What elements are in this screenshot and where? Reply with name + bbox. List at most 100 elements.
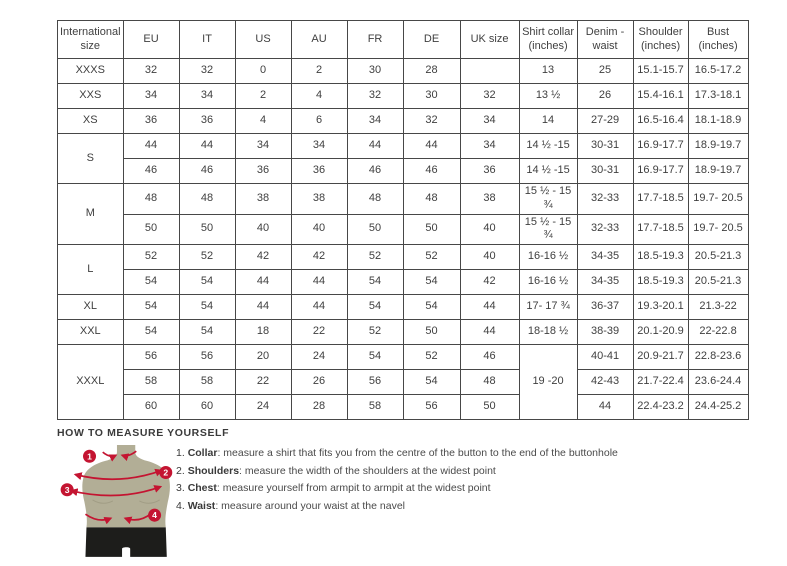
item-label: Collar xyxy=(187,447,218,459)
size-cell: L xyxy=(57,244,124,295)
table-cell: 44 xyxy=(234,294,292,320)
table-cell: 24 xyxy=(234,394,292,420)
column-header: FR xyxy=(346,20,404,59)
table-cell: 28 xyxy=(290,394,348,420)
collar-measure-line xyxy=(102,451,118,462)
table-cell: 13 ½ xyxy=(518,83,578,109)
item-label: Shoulders xyxy=(187,464,240,477)
table-cell: 38 xyxy=(459,183,520,215)
table-cell: 16.9-17.7 xyxy=(632,133,689,159)
table-cell: 44 xyxy=(178,133,236,159)
table-cell: 14 ½ -15 xyxy=(518,133,578,159)
size-cell: S xyxy=(57,133,124,184)
table-cell: 54 xyxy=(178,269,236,295)
table-cell: 30 xyxy=(402,83,461,109)
table-cell: 36 xyxy=(122,108,180,134)
item-label: Chest xyxy=(187,482,217,495)
item-number: 3. xyxy=(176,482,185,495)
table-cell: 42-43 xyxy=(576,369,634,395)
table-cell: 2 xyxy=(234,83,292,109)
table-cell: 44 xyxy=(234,269,292,295)
table-cell: 34 xyxy=(122,83,180,109)
item-number: 4. xyxy=(176,499,185,512)
table-cell: 15.4-16.1 xyxy=(632,83,689,109)
table-cell: 20.9-21.7 xyxy=(632,344,689,370)
table-cell: 22 xyxy=(234,369,292,395)
size-chart-table: International size EU IT US AU FR DE UK size Shi… xyxy=(57,20,749,420)
table-cell: 36 xyxy=(234,158,292,184)
table-cell: 54 xyxy=(122,269,180,295)
table-body: XXXS 32 32 0 2 30 28 13 25 15.1-15.7 16.5-17.2 XXS 3… xyxy=(57,58,749,420)
item-text: : measure a shirt that fits you from the… xyxy=(217,447,618,459)
table-cell: 58 xyxy=(346,394,404,420)
table-cell: 34 xyxy=(178,83,236,109)
table-cell: 54 xyxy=(178,319,236,345)
table-cell: 16.5-17.2 xyxy=(687,58,749,84)
table-cell: 16.9-17.7 xyxy=(632,158,689,184)
table-cell: 48 xyxy=(178,183,236,215)
table-cell xyxy=(459,58,520,84)
table-cell: 50 xyxy=(459,394,520,420)
table-cell: 18.9-19.7 xyxy=(687,158,749,184)
table-row: XXS 34 34 2 4 32 30 32 13 ½ 26 15.4-16.1 17.3-18.1 xyxy=(57,83,749,109)
table-cell: 4 xyxy=(290,83,348,109)
table-cell: 30 xyxy=(346,58,404,84)
table-row: M 48 48 38 38 48 48 38 15 ½ - 15 ¾ 32-33 17.7-18.5… xyxy=(57,183,749,245)
table-row: XXL 54 54 18 22 52 50 44 18-18 ½ 38-39 20.1-20.9 22… xyxy=(57,319,749,345)
table-cell: 34 xyxy=(459,133,520,159)
column-header: US xyxy=(234,20,292,59)
table-cell: 34 xyxy=(234,133,292,159)
table-cell: 15 ½ - 15 ¾ xyxy=(518,213,578,245)
table-cell: 34-35 xyxy=(576,269,634,295)
table-cell: 14 ½ -15 xyxy=(518,158,578,184)
figure-marker-3-circle xyxy=(60,483,74,497)
table-cell: 26 xyxy=(576,83,634,109)
table-row: XXXL 56 56 20 24 54 52 46 19 -20 40-41 20.9-21.7 22… xyxy=(57,344,749,420)
table-cell: 2 xyxy=(290,58,348,84)
table-cell: 54 xyxy=(402,294,461,320)
table-cell: 20 xyxy=(234,344,292,370)
table-cell: 27-29 xyxy=(576,108,634,134)
table-cell: 32 xyxy=(346,83,404,109)
column-header: Shirt collar (inches) xyxy=(518,20,578,59)
column-header: AU xyxy=(290,20,348,59)
column-header: EU xyxy=(122,20,180,59)
table-cell: 56 xyxy=(178,344,236,370)
column-header: IT xyxy=(178,20,236,59)
table-cell: 36 xyxy=(178,108,236,134)
table-header-row: International size EU IT US AU FR DE UK size Shi… xyxy=(57,20,749,59)
table-cell: 32 xyxy=(122,58,180,84)
table-cell: 36 xyxy=(459,158,520,184)
table-cell: 42 xyxy=(290,244,348,270)
mannequin-chest-contour xyxy=(92,499,160,504)
table-cell: 21.3-22 xyxy=(687,294,749,320)
table-row: 58 58 22 26 56 54 48 42-43 21.7-22.4 23.6-24.4 xyxy=(58,369,749,395)
table-cell: 46 xyxy=(122,158,180,184)
table-cell: 6 xyxy=(290,108,348,134)
measure-heading: HOW TO MEASURE YOURSELF xyxy=(57,427,230,439)
table-cell: 54 xyxy=(122,319,180,345)
table-cell: 40 xyxy=(459,244,520,270)
table-cell: 14 xyxy=(518,108,578,134)
table-cell: 17.7-18.5 xyxy=(632,213,689,245)
table-cell: 19.3-20.1 xyxy=(632,294,689,320)
table-row: 50 50 40 40 50 50 40 15 ½ - 15 ¾ 32-33 17.7-18.5 1… xyxy=(58,213,749,245)
table-cell: 44 xyxy=(346,133,404,159)
table-cell: 40 xyxy=(459,213,520,245)
table-cell: 42 xyxy=(234,244,292,270)
measurement-figure: 1 2 3 4 xyxy=(60,445,173,557)
table-cell: 56 xyxy=(346,369,404,395)
table-cell: 54 xyxy=(402,369,461,395)
table-cell: 20.1-20.9 xyxy=(632,319,689,345)
item-number: 2. xyxy=(176,464,185,477)
table-row: 54 54 44 44 54 54 42 16-16 ½ 34-35 18.5-19.3 20.5-… xyxy=(58,269,749,295)
table-cell: 32 xyxy=(459,83,520,109)
table-cell: 48 xyxy=(402,183,461,215)
table-cell: 48 xyxy=(122,183,180,215)
table-cell: 22.8-23.6 xyxy=(687,344,749,370)
table-row: 46 46 36 36 46 46 36 14 ½ -15 30-31 16.9-17.7 18.9… xyxy=(58,158,749,184)
table-cell: 54 xyxy=(402,269,461,295)
table-cell: 46 xyxy=(346,158,404,184)
table-cell: 13 xyxy=(518,58,578,84)
table-cell: 54 xyxy=(346,269,404,295)
